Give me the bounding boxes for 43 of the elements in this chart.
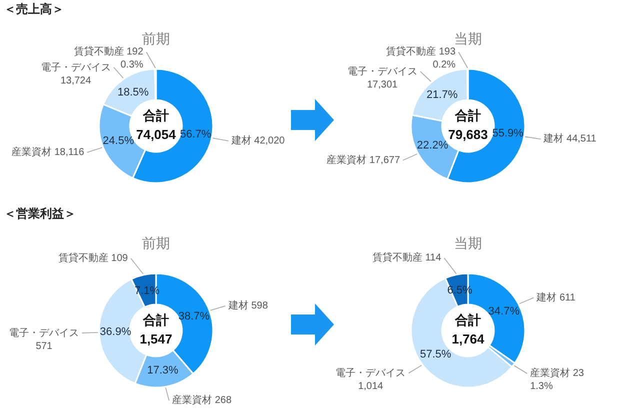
- text: 74,054: [136, 126, 177, 142]
- text: ＜営業利益＞: [4, 206, 76, 220]
- slice-label: 産業資材 23: [530, 367, 584, 380]
- slice-label: 建材 44,511: [542, 132, 597, 145]
- chart-title: 前期: [142, 30, 170, 47]
- chart-title: 前期: [142, 235, 170, 252]
- slice-label: 建材 611: [536, 291, 576, 304]
- text: 1,547: [140, 331, 172, 346]
- slice-label: 建材 598: [227, 299, 268, 312]
- chart-title: 当期: [454, 235, 482, 252]
- data-label: 18.5%: [118, 86, 149, 98]
- slice-label: 建材 42,020: [230, 134, 286, 146]
- slice-label: 電子・デバイス 1,014: [336, 368, 406, 392]
- slice-label: 電子・デバイス 571: [9, 328, 80, 352]
- slice-label: 賃貸不動産 193: [386, 46, 456, 58]
- data-label: 38.7%: [178, 310, 210, 322]
- slice-label: 産業資材 18,116: [12, 146, 85, 158]
- slice-label: 産業資材 17,677: [326, 154, 400, 166]
- text: 合計: [142, 312, 169, 328]
- text: 合計: [142, 108, 169, 123]
- data-label: 57.5%: [420, 348, 452, 361]
- text: 1,764: [452, 331, 486, 346]
- data-label: 56.7%: [180, 128, 212, 140]
- data-label: 34.7%: [488, 306, 520, 318]
- text: 合計: [454, 108, 481, 123]
- text: ＜売上高＞: [4, 2, 64, 16]
- slice-label: 産業資材 268: [172, 394, 232, 406]
- data-label: 1.3%: [530, 381, 553, 392]
- slice-label: 電子・デバイス 17,301: [347, 66, 418, 90]
- text: 合計: [454, 312, 481, 328]
- data-label: 24.5%: [102, 134, 134, 147]
- data-label: 22.2%: [416, 139, 448, 152]
- data-label: 17.3%: [147, 364, 179, 376]
- slice-label: 電子・デバイス 13,724: [40, 62, 111, 86]
- slice-label: 賃貸不動産 114: [372, 252, 442, 264]
- data-label: 36.9%: [100, 326, 132, 338]
- data-label: 21.7%: [426, 88, 458, 101]
- chart-title: 当期: [454, 30, 482, 47]
- slice-label: 賃貸不動産 192: [74, 46, 144, 58]
- text: 79,683: [448, 126, 488, 142]
- slice-label: 賃貸不動産 109: [58, 252, 128, 264]
- data-label: 0.3%: [120, 60, 144, 71]
- data-label: 0.2%: [432, 60, 456, 71]
